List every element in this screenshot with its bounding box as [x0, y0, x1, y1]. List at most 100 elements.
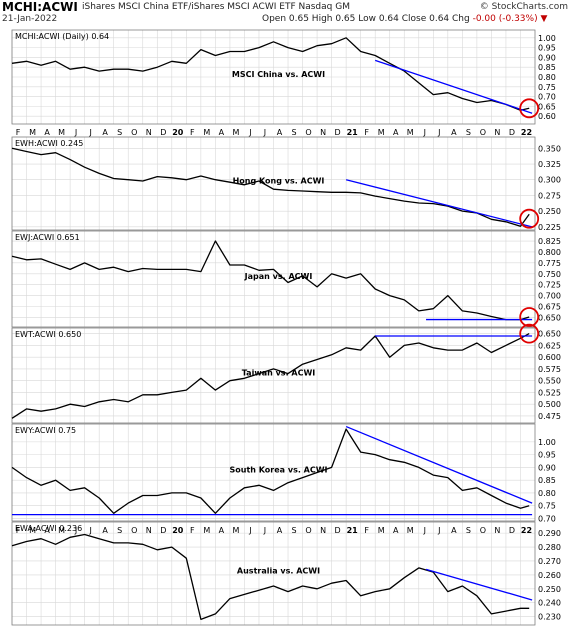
y-tick-label: 0.70: [538, 514, 556, 523]
y-tick-label: 0.775: [538, 259, 561, 268]
series-line: [11, 147, 530, 227]
chart-header: MCHI:ACWI iShares MSCI China ETF/iShares…: [0, 0, 574, 27]
x-tick-label: S: [117, 526, 122, 535]
highlight-circle: [519, 307, 540, 327]
y-tick-label: 0.230: [538, 613, 561, 622]
y-tick-label: 0.275: [538, 191, 561, 200]
trend-line: [374, 59, 533, 114]
chart-date: 21-Jan-2022: [2, 14, 58, 24]
x-tick-label: A: [277, 128, 283, 137]
panel-legend: MCHI:ACWI (Daily) 0.64: [15, 32, 109, 41]
y-tick-label: 0.75: [538, 502, 556, 511]
y-tick-label: 0.700: [538, 292, 561, 301]
x-tick-label: J: [263, 526, 266, 535]
x-tick-label: S: [466, 128, 471, 137]
x-tick-label: N: [494, 128, 500, 137]
panel-frame: [11, 29, 536, 125]
y-tick-label: 0.85: [538, 63, 556, 72]
y-tick-label: 0.750: [538, 270, 561, 279]
x-tick-label: D: [160, 526, 166, 535]
panel-annotation: MSCI China vs. ACWI: [232, 70, 325, 79]
y-tick-label: 0.80: [538, 489, 556, 498]
y-tick-label: 0.650: [538, 313, 561, 322]
x-tick-label: M: [203, 128, 210, 137]
security-name: iShares MSCI China ETF/iShares MSCI ACWI…: [82, 2, 350, 12]
stockcharts-credit: © StockCharts.com: [479, 2, 568, 12]
x-tick-label: D: [335, 128, 341, 137]
x-tick-label: N: [494, 526, 500, 535]
x-tick-label: M: [407, 526, 414, 535]
x-tick-label: 21: [347, 128, 359, 137]
panel-legend: EWT:ACWI 0.650: [15, 330, 81, 339]
y-tick-label: 0.500: [538, 400, 561, 409]
x-tick-label: F: [364, 526, 369, 535]
x-tick-label: D: [160, 128, 166, 137]
x-tick-label: O: [131, 128, 137, 137]
x-tick-label: F: [16, 526, 21, 535]
x-tick-label: A: [44, 526, 50, 535]
x-tick-label: M: [407, 128, 414, 137]
y-tick-label: 0.290: [538, 529, 561, 538]
x-tick-label: F: [190, 128, 195, 137]
highlight-circle: [519, 208, 540, 229]
x-tick-label: 22: [521, 526, 532, 535]
y-tick-label: 0.75: [538, 83, 556, 92]
y-tick-label: 0.725: [538, 281, 561, 290]
trend-line: [345, 179, 533, 228]
x-tick-label: O: [131, 526, 137, 535]
x-tick-label: M: [58, 526, 65, 535]
x-tick-label: M: [58, 128, 65, 137]
change-value: -0.00 (-0.33%): [472, 14, 538, 24]
x-tick-label: O: [305, 128, 311, 137]
panel-annotation: Australia vs. ACWI: [237, 567, 320, 576]
panel-annotation: South Korea vs. ACWI: [229, 466, 327, 475]
x-tick-label: M: [378, 128, 385, 137]
x-tick-label: F: [190, 526, 195, 535]
y-tick-label: 0.95: [538, 451, 556, 460]
highlight-circle: [519, 323, 540, 344]
x-tick-label: F: [16, 128, 21, 137]
x-tick-label: A: [102, 526, 108, 535]
x-tick-label: D: [509, 128, 515, 137]
series-line: [11, 37, 530, 111]
y-tick-label: 1.00: [538, 438, 556, 447]
x-tick-label: J: [248, 128, 251, 137]
y-tick-label: 0.250: [538, 585, 561, 594]
y-tick-label: 0.800: [538, 248, 561, 257]
x-tick-label: O: [480, 128, 486, 137]
series-line: [11, 240, 530, 321]
y-tick-label: 0.85: [538, 476, 556, 485]
x-tick-label: 21: [347, 526, 359, 535]
trend-line: [345, 425, 533, 504]
y-tick-label: 0.575: [538, 365, 561, 374]
x-tick-label: A: [393, 128, 399, 137]
y-tick-label: 0.825: [538, 237, 561, 246]
x-tick-label: D: [509, 526, 515, 535]
y-tick-label: 0.250: [538, 207, 561, 216]
x-tick-label: A: [44, 128, 50, 137]
x-tick-label: N: [146, 526, 152, 535]
trend-line: [425, 568, 533, 601]
x-tick-label: M: [378, 526, 385, 535]
x-tick-label: 20: [172, 128, 184, 137]
series-line: [11, 428, 530, 514]
x-tick-label: S: [466, 526, 471, 535]
x-tick-label: S: [117, 128, 122, 137]
x-tick-label: A: [219, 526, 225, 535]
y-tick-label: 0.475: [538, 412, 561, 421]
y-tick-label: 0.525: [538, 388, 561, 397]
x-tick-label: J: [423, 526, 426, 535]
x-tick-label: S: [291, 128, 296, 137]
x-tick-label: M: [232, 526, 239, 535]
x-tick-label: M: [232, 128, 239, 137]
x-tick-label: J: [74, 526, 77, 535]
highlight-circle: [519, 98, 540, 119]
x-tick-label: J: [437, 128, 440, 137]
x-tick-label: N: [320, 526, 326, 535]
panel-frame: [11, 136, 536, 231]
panel-frame: [11, 230, 536, 328]
x-tick-label: N: [320, 128, 326, 137]
y-tick-label: 1.00: [538, 34, 556, 43]
x-tick-label: M: [29, 128, 36, 137]
